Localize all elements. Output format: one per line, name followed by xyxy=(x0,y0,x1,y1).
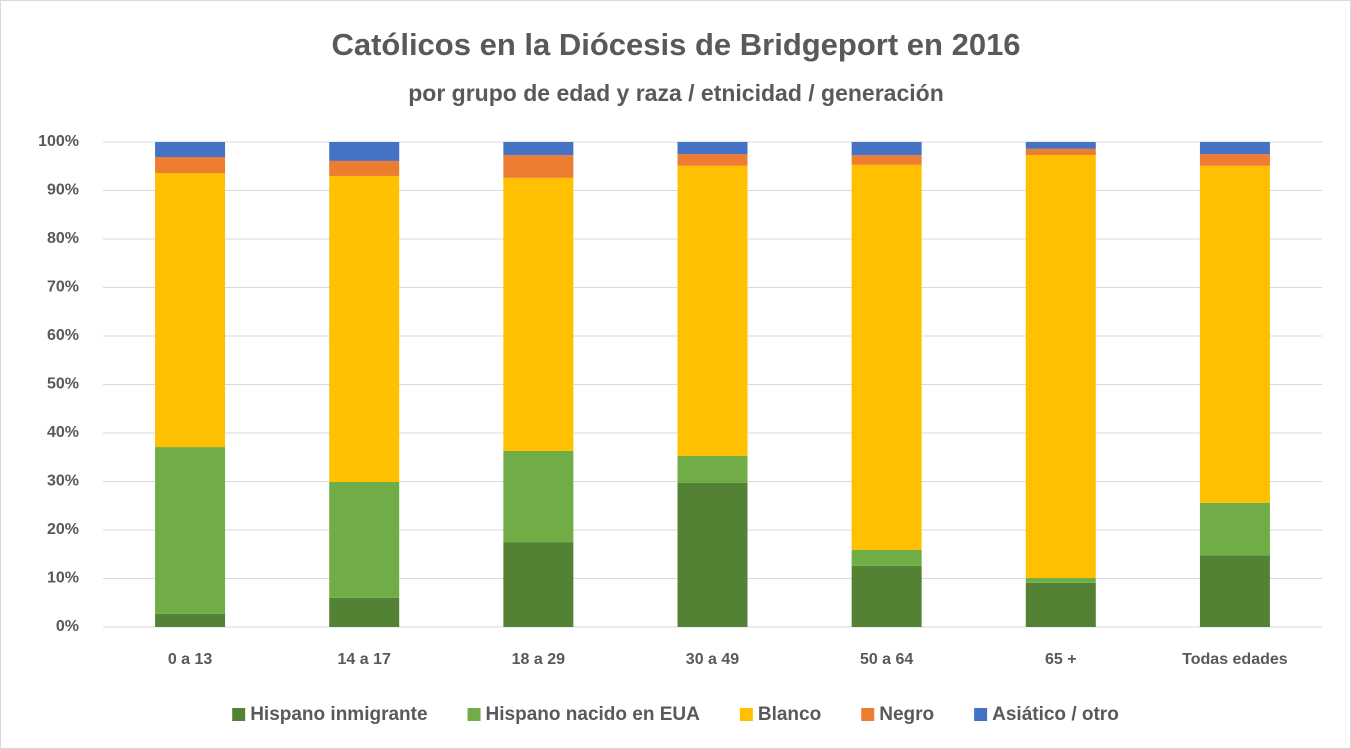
legend-label: Hispano inmigrante xyxy=(250,704,427,725)
bar-segment xyxy=(851,155,922,165)
bar-segment xyxy=(851,164,922,550)
chart-subtitle: por grupo de edad y raza / etnicidad / g… xyxy=(408,80,944,106)
bar-segment xyxy=(329,142,400,161)
bar-segment xyxy=(1025,148,1096,156)
legend-swatch xyxy=(739,708,753,721)
chart-title: Católicos en la Diócesis de Bridgeport e… xyxy=(331,27,1020,62)
bar-segment xyxy=(677,455,748,483)
bar-segment xyxy=(677,154,748,166)
bar-segment xyxy=(1025,578,1096,583)
x-tick-label: 14 a 17 xyxy=(338,651,391,668)
x-tick-label: Todas edades xyxy=(1182,651,1288,668)
bar-segment xyxy=(329,175,400,482)
y-tick-label: 30% xyxy=(47,473,79,490)
y-tick-label: 0% xyxy=(56,618,79,635)
bar-segment xyxy=(1199,154,1270,166)
legend-label: Asiático / otro xyxy=(992,704,1119,725)
legend-swatch xyxy=(861,708,875,721)
legend-swatch xyxy=(974,708,988,721)
y-tick-label: 60% xyxy=(47,327,79,344)
x-tick-label: 50 a 64 xyxy=(860,651,913,668)
y-tick-label: 20% xyxy=(47,521,79,538)
y-tick-label: 40% xyxy=(47,424,79,441)
x-tick-label: 65 + xyxy=(1045,651,1077,668)
bar-segment xyxy=(503,177,574,451)
bar-segment xyxy=(503,142,574,156)
x-tick-label: 0 a 13 xyxy=(168,651,213,668)
legend-swatch xyxy=(467,708,481,721)
y-tick-label: 100% xyxy=(38,133,79,150)
bar-segment xyxy=(503,155,574,178)
legend-label: Negro xyxy=(879,704,934,725)
y-tick-label: 10% xyxy=(47,570,79,587)
legend-swatch xyxy=(232,708,246,721)
bar-segment xyxy=(155,613,226,627)
bar-segment xyxy=(1025,582,1096,627)
bar-segment xyxy=(155,173,226,448)
bar-segment xyxy=(677,482,748,627)
bar-segment xyxy=(1025,155,1096,579)
legend-label: Hispano nacido en EUA xyxy=(486,704,701,725)
bar-segment xyxy=(677,142,748,155)
bar-segment xyxy=(329,160,400,176)
bar-segment xyxy=(1199,555,1270,627)
bar-segment xyxy=(155,142,226,158)
bar-segment xyxy=(677,165,748,456)
bar-segment xyxy=(851,565,922,627)
bar-segment xyxy=(851,549,922,566)
y-tick-label: 70% xyxy=(47,279,79,296)
bar-segment xyxy=(155,447,226,614)
bar-segment xyxy=(1199,142,1270,155)
bar-segment xyxy=(503,450,574,543)
y-tick-label: 50% xyxy=(47,376,79,393)
bar-segment xyxy=(329,481,400,598)
bar-segment xyxy=(503,542,574,627)
y-tick-label: 80% xyxy=(47,230,79,247)
bar-segment xyxy=(155,157,226,174)
bar-segment xyxy=(851,142,922,156)
bar-segment xyxy=(1199,502,1270,556)
x-tick-label: 18 a 29 xyxy=(512,651,565,668)
bar-segment xyxy=(1025,142,1096,149)
y-tick-label: 90% xyxy=(47,182,79,199)
x-tick-label: 30 a 49 xyxy=(686,651,739,668)
bar-segment xyxy=(1199,165,1270,503)
legend-label: Blanco xyxy=(758,704,821,725)
bar-segment xyxy=(329,597,400,627)
